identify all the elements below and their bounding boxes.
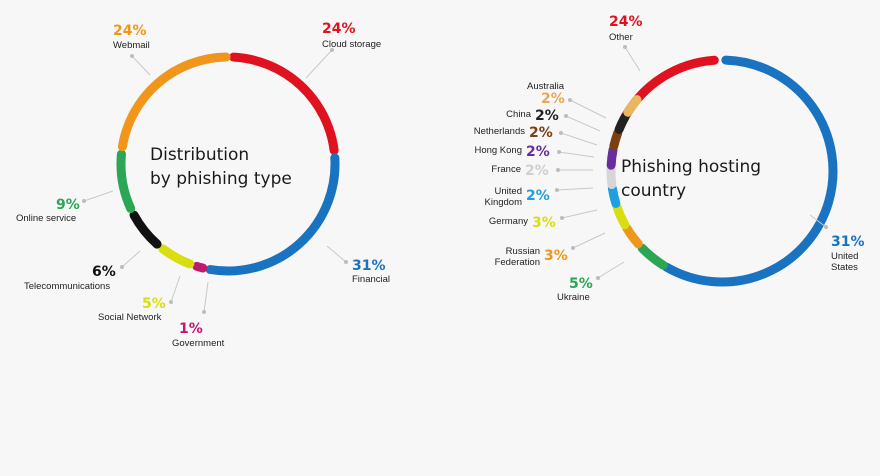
leader-dot-hong-kong <box>557 150 561 154</box>
category-label-other: Other <box>609 32 633 43</box>
leader-line-financial <box>326 245 347 263</box>
slice-webmail <box>117 52 231 152</box>
slice-other <box>621 55 719 120</box>
value-label-china: 2% <box>535 108 559 124</box>
leader-line-china <box>565 115 601 132</box>
leader-line-other <box>624 46 641 72</box>
category-label-france: France <box>491 164 521 175</box>
value-label-other: 24% <box>609 14 643 30</box>
category-label-hong-kong: Hong Kong <box>474 145 522 156</box>
value-label-webmail: 24% <box>113 23 147 39</box>
leader-dot-china <box>564 114 568 118</box>
slice-russian-federation <box>622 223 643 249</box>
value-label-united-kingdom: 2% <box>526 188 550 204</box>
value-label-social-network: 5% <box>142 296 166 312</box>
value-label-russian-federation: 3% <box>544 248 568 264</box>
category-label-cloud-storage: Cloud storage <box>322 39 381 50</box>
leader-line-government <box>203 281 209 313</box>
value-label-financial: 31% <box>352 258 386 274</box>
slice-china <box>614 112 630 134</box>
slice-australia <box>623 95 642 117</box>
slice-government <box>192 261 208 273</box>
leader-line-hong-kong <box>558 151 595 158</box>
category-label-government: Government <box>172 338 225 349</box>
leader-dot-telecommunications <box>120 265 124 269</box>
value-label-germany: 3% <box>532 215 556 231</box>
category-label-netherlands: Netherlands <box>474 126 525 137</box>
leader-dot-united-states <box>824 225 828 229</box>
value-label-australia: 2% <box>541 91 565 107</box>
value-label-france: 2% <box>525 163 549 179</box>
category-label-social-network: Social Network <box>98 312 162 323</box>
slice-online-service <box>116 149 136 213</box>
chart-title: Distribution by phishing type <box>150 145 292 189</box>
leader-line-netherlands <box>560 132 598 146</box>
category-label-telecommunications: Telecommunications <box>24 281 110 292</box>
category-label-united-states: United States <box>831 251 858 273</box>
leader-line-germany <box>561 209 598 219</box>
leader-line-russian-federation <box>572 232 606 249</box>
category-label-united-kingdom: United Kingdom <box>485 186 523 208</box>
category-label-online-service: Online service <box>16 213 76 224</box>
slice-ukraine <box>637 243 668 270</box>
leader-line-webmail <box>131 55 151 76</box>
value-label-ukraine: 5% <box>569 276 593 292</box>
leader-dot-netherlands <box>559 131 563 135</box>
value-label-cloud-storage: 24% <box>322 21 356 37</box>
leader-dot-online-service <box>82 199 86 203</box>
slice-netherlands <box>609 128 623 151</box>
leader-line-social-network <box>170 275 181 303</box>
phishing-type-chart: 24% Cloud storage 31%Financial 1%Government… <box>16 21 390 349</box>
value-label-united-states: 31% <box>831 234 865 250</box>
category-label-china: China <box>506 109 532 120</box>
leader-dot-social-network <box>169 300 173 304</box>
slice-germany <box>612 202 630 230</box>
slice-social-network <box>158 244 195 269</box>
value-label-hong-kong: 2% <box>526 144 550 160</box>
category-label-webmail: Webmail <box>113 40 150 51</box>
leader-dot-united-kingdom <box>555 188 559 192</box>
value-label-netherlands: 2% <box>529 125 553 141</box>
leader-dot-ukraine <box>596 276 600 280</box>
leader-dot-germany <box>560 216 564 220</box>
category-label-russian-federation: Russian Federation <box>495 246 540 268</box>
value-label-online-service: 9% <box>56 197 80 213</box>
category-label-australia: Australia <box>527 81 565 92</box>
leader-dot-russian-federation <box>571 246 575 250</box>
slice-united-kingdom <box>607 183 621 208</box>
leader-dot-other <box>623 45 627 49</box>
slice-cloud-storage <box>229 52 339 155</box>
slice-hong-kong <box>606 145 618 170</box>
leader-dot-france <box>556 168 560 172</box>
leader-line-online-service <box>83 190 114 202</box>
category-label-ukraine: Ukraine <box>557 292 590 303</box>
leader-line-united-states <box>809 214 827 228</box>
leader-dot-australia <box>568 98 572 102</box>
leader-line-united-kingdom <box>556 187 594 191</box>
leader-line-ukraine <box>597 261 625 279</box>
leader-line-telecommunications <box>121 250 141 268</box>
leader-dot-government <box>202 310 206 314</box>
leader-line-cloud-storage <box>305 49 333 79</box>
slice-financial <box>205 153 340 276</box>
value-label-government: 1% <box>179 321 203 337</box>
category-label-financial: Financial <box>352 274 390 285</box>
slice-united-states <box>662 55 838 287</box>
leader-line-australia <box>569 99 607 119</box>
leader-dot-webmail <box>130 54 134 58</box>
value-label-telecommunications: 6% <box>92 264 116 280</box>
slice-france <box>606 164 617 190</box>
leader-dot-cloud-storage <box>330 48 334 52</box>
slice-telecommunications <box>129 210 162 249</box>
leader-dot-financial <box>344 260 348 264</box>
chart-title: Phishing hosting country <box>621 157 761 201</box>
category-label-germany: Germany <box>489 216 528 227</box>
